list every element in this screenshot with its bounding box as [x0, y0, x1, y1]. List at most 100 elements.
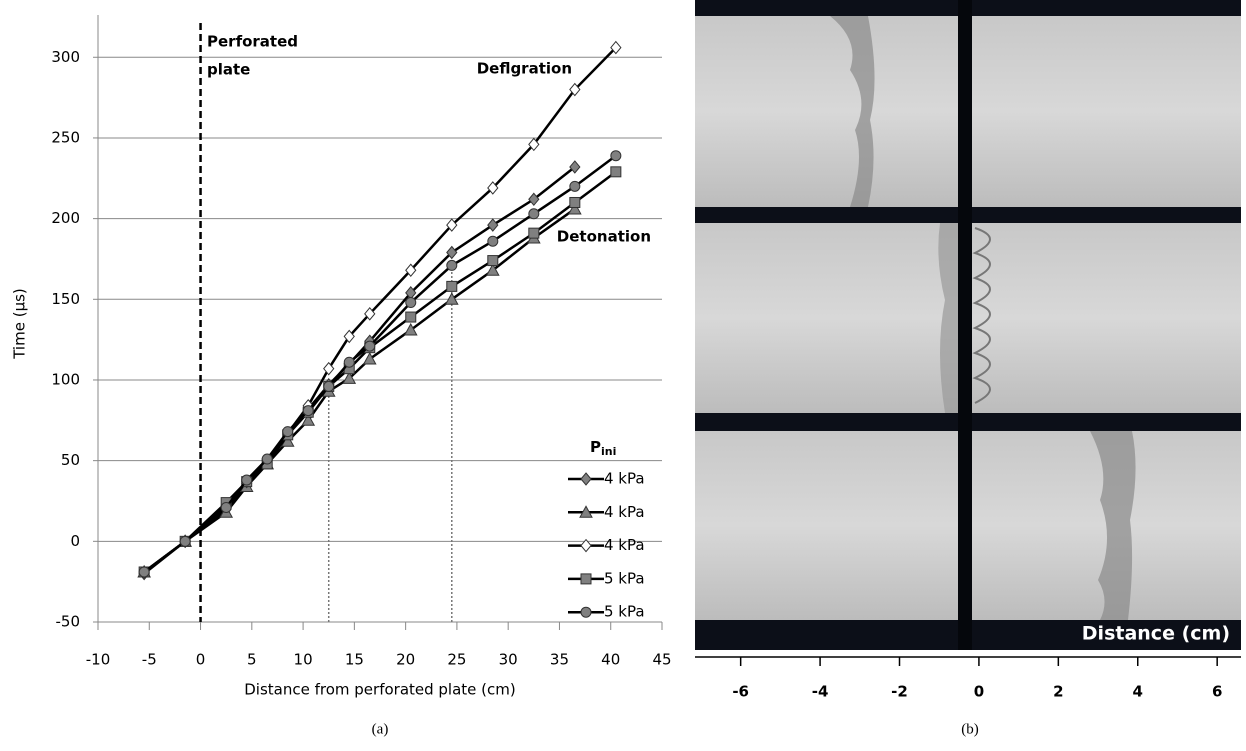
marker [567, 201, 582, 215]
caption: (a) [372, 721, 389, 737]
x-tick-label: 40 [601, 651, 620, 669]
marker [487, 255, 499, 267]
scale-tick-label: 0 [974, 683, 984, 701]
marker [405, 311, 417, 323]
flame-front [1090, 431, 1136, 620]
marker [362, 351, 377, 365]
legend-label: 4 kPa [604, 536, 645, 554]
distance-label: Distance (cm) [1082, 623, 1230, 645]
marker [579, 505, 593, 518]
marker [580, 606, 592, 618]
marker [179, 535, 191, 547]
y-tick-label: 300 [51, 48, 80, 66]
y-tick-label: 250 [51, 128, 80, 146]
legend-label: 5 kPa [604, 569, 645, 587]
scale-tick-label: -4 [812, 683, 829, 701]
marker [364, 340, 376, 352]
marker [444, 292, 459, 305]
legend-label: 4 kPa [604, 503, 645, 521]
x-axis-label: Distance from perforated plate (cm) [244, 681, 516, 699]
marker [446, 218, 458, 232]
y-tick-label: -50 [56, 613, 81, 631]
marker [446, 245, 458, 260]
legend-title-main: P [590, 438, 601, 456]
marker [569, 82, 581, 97]
detonation-cells [972, 227, 991, 404]
marker [610, 150, 622, 162]
y-axis-label: Time (µs) [11, 288, 29, 360]
x-tick-label: 0 [196, 651, 206, 669]
marker [323, 361, 335, 376]
y-tick-label: 50 [61, 451, 80, 469]
x-tick-label: 45 [652, 651, 671, 669]
marker [405, 263, 417, 278]
y-tick-label: 0 [70, 532, 80, 550]
x-tick-label: 10 [294, 651, 313, 669]
scale-tick-label: -6 [732, 683, 749, 701]
series-line [143, 154, 617, 573]
marker [403, 322, 418, 336]
marker [610, 166, 622, 178]
marker [241, 474, 253, 486]
marker [569, 196, 581, 208]
marker [485, 263, 500, 276]
marker [323, 380, 335, 392]
marker [528, 192, 540, 207]
photo-panel: Distance (cm) [695, 0, 1241, 658]
marker [569, 160, 581, 174]
x-tick-label: -10 [86, 651, 111, 669]
x-tick-label: 20 [396, 651, 415, 669]
legend-title-sub: ini [601, 445, 616, 458]
marker [528, 227, 540, 239]
series-line [143, 170, 617, 573]
annotation: Deflgration [477, 60, 572, 78]
annotation: Detonation [557, 228, 651, 246]
y-tick-label: 200 [51, 209, 80, 227]
legend-label: 4 kPa [604, 470, 645, 488]
scale-tick-label: 2 [1053, 683, 1063, 701]
y-tick-label: 150 [51, 290, 80, 308]
marker [610, 40, 622, 55]
marker [220, 501, 232, 513]
marker [580, 472, 592, 486]
marker [528, 137, 540, 152]
caption: (b) [961, 721, 979, 737]
x-tick-label: 25 [447, 651, 466, 669]
marker [138, 566, 150, 578]
x-tick-label: 35 [550, 651, 569, 669]
annotation: plate [207, 61, 250, 79]
marker [446, 259, 458, 271]
marker [282, 426, 294, 438]
x-tick-label: 30 [499, 651, 518, 669]
marker [487, 235, 499, 247]
marker [405, 297, 417, 309]
marker [446, 280, 458, 292]
scale-tick-label: 4 [1133, 683, 1143, 701]
marker [261, 453, 273, 465]
marker [580, 573, 592, 585]
marker [487, 181, 499, 195]
marker [580, 538, 592, 553]
flame-front [938, 223, 962, 413]
scale-tick-label: -2 [891, 683, 908, 701]
x-tick-label: 15 [345, 651, 364, 669]
marker [343, 329, 355, 344]
marker [343, 356, 355, 368]
marker [302, 405, 314, 417]
x-tick-label: -5 [142, 651, 157, 669]
flame-front [830, 16, 875, 207]
marker [569, 180, 581, 192]
y-tick-label: 100 [51, 370, 80, 388]
marker [342, 371, 357, 384]
legend-label: 5 kPa [604, 603, 645, 621]
marker [528, 208, 540, 220]
marker [487, 218, 499, 232]
marker [301, 413, 316, 426]
series-line [143, 46, 617, 573]
annotation: Perforated [207, 33, 298, 51]
perforated-plate [958, 0, 972, 650]
marker [364, 307, 376, 321]
legend-title: Pini [590, 438, 616, 459]
x-tick-label: 5 [247, 651, 257, 669]
